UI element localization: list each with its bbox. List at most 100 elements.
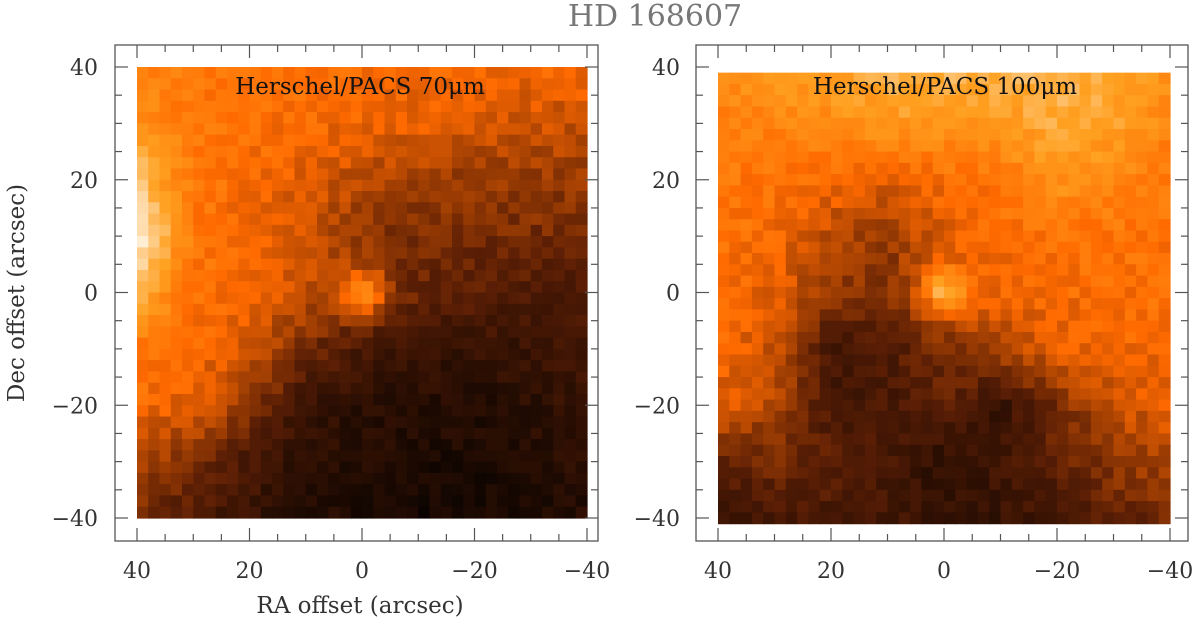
image-pixel — [1113, 219, 1126, 232]
image-pixel — [170, 258, 183, 271]
image-pixel — [1124, 230, 1137, 243]
image-pixel — [227, 495, 239, 508]
image-pixel — [508, 292, 521, 305]
image-pixel — [819, 83, 832, 96]
image-pixel — [864, 106, 877, 119]
image-pixel — [729, 444, 742, 457]
image-pixel — [1023, 512, 1035, 525]
image-pixel — [785, 388, 798, 401]
image-pixel — [249, 157, 262, 170]
image-pixel — [227, 78, 239, 91]
image-pixel — [751, 410, 764, 423]
image-pixel — [1090, 298, 1103, 311]
figure-title: HD 168607 — [568, 0, 742, 34]
image-pixel — [977, 309, 990, 322]
image-pixel — [1023, 489, 1035, 502]
image-pixel — [751, 512, 764, 525]
image-pixel — [204, 439, 217, 451]
image-pixel — [1079, 140, 1092, 153]
image-pixel — [497, 179, 509, 192]
image-pixel — [182, 112, 194, 124]
image-pixel — [395, 145, 408, 158]
image-pixel — [485, 89, 498, 102]
image-pixel — [418, 168, 431, 181]
image-pixel — [305, 269, 318, 282]
image-pixel — [1113, 365, 1126, 378]
image-pixel — [249, 100, 262, 113]
image-pixel — [553, 450, 566, 463]
image-pixel — [170, 348, 183, 361]
image-pixel — [1124, 106, 1137, 119]
image-pixel — [373, 382, 386, 395]
image-pixel — [227, 326, 239, 339]
image-pixel — [542, 123, 554, 136]
image-pixel — [1045, 219, 1058, 232]
image-pixel — [808, 253, 821, 265]
image-pixel — [530, 213, 543, 226]
image-pixel — [808, 83, 821, 96]
image-pixel — [463, 67, 476, 79]
image-pixel — [898, 399, 911, 412]
image-pixel — [474, 495, 487, 508]
image-pixel — [774, 95, 787, 108]
image-pixel — [785, 140, 798, 153]
image-pixel — [842, 377, 855, 389]
image-pixel — [955, 72, 968, 85]
image-pixel — [260, 393, 273, 406]
image-pixel — [497, 495, 509, 508]
image-pixel — [530, 78, 543, 91]
image-pixel — [328, 67, 341, 79]
image-pixel — [429, 292, 442, 305]
image-pixel — [887, 455, 900, 468]
image-pixel — [474, 371, 487, 384]
image-pixel — [249, 269, 262, 282]
image-pixel — [763, 106, 776, 119]
image-pixel — [440, 337, 453, 350]
image-pixel — [283, 281, 296, 294]
image-pixel — [508, 247, 521, 260]
image-pixel — [283, 315, 296, 327]
image-pixel — [842, 117, 855, 130]
image-pixel — [193, 405, 206, 418]
image-pixel — [853, 422, 866, 435]
image-pixel — [944, 478, 956, 491]
image-pixel — [1147, 343, 1160, 356]
image-pixel — [853, 230, 866, 243]
image-pixel — [429, 393, 442, 406]
image-pixel — [204, 472, 217, 485]
image-pixel — [1057, 129, 1069, 141]
image-pixel — [159, 484, 172, 497]
image-pixel — [989, 512, 1002, 525]
image-pixel — [227, 258, 239, 271]
image-pixel — [350, 78, 363, 91]
image-pixel — [204, 427, 217, 440]
image-pixel — [887, 196, 900, 209]
image-pixel — [898, 106, 911, 119]
image-pixel — [350, 495, 363, 508]
image-pixel — [1000, 298, 1013, 311]
image-pixel — [1136, 512, 1148, 525]
image-pixel — [751, 106, 764, 119]
image-pixel — [238, 123, 251, 136]
image-pixel — [853, 219, 866, 232]
image-pixel — [564, 78, 577, 91]
image-pixel — [1034, 106, 1047, 119]
image-pixel — [1124, 422, 1137, 435]
image-pixel — [395, 123, 408, 136]
image-pixel — [989, 489, 1002, 502]
image-pixel — [740, 83, 753, 96]
image-pixel — [519, 100, 532, 113]
image-pixel — [1057, 467, 1069, 480]
image-pixel — [362, 360, 374, 373]
image-pixel — [193, 269, 206, 282]
image-pixel — [530, 416, 543, 429]
image-pixel — [1147, 264, 1160, 277]
image-pixel — [238, 303, 251, 316]
image-pixel — [898, 129, 911, 141]
image-pixel — [384, 472, 397, 485]
image-pixel — [317, 303, 329, 316]
image-pixel — [831, 230, 843, 243]
image-pixel — [294, 281, 307, 294]
image-pixel — [440, 112, 453, 124]
image-pixel — [283, 360, 296, 373]
